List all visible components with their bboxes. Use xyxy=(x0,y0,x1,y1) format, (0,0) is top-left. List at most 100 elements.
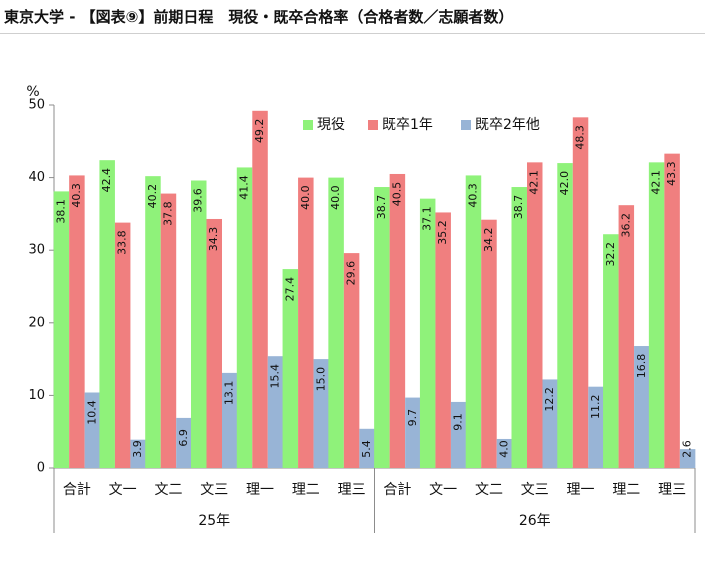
bar xyxy=(145,176,161,468)
bar xyxy=(359,428,375,468)
data-label: 40.3 xyxy=(70,183,83,208)
x-tick-label: 理一 xyxy=(567,482,595,498)
bar xyxy=(236,167,253,468)
data-label: 40.0 xyxy=(329,185,342,210)
data-label: 6.9 xyxy=(177,429,190,447)
x-tick-label: 理二 xyxy=(292,482,320,498)
data-label: 32.2 xyxy=(604,242,617,267)
bar xyxy=(527,162,543,468)
data-label: 9.7 xyxy=(406,409,419,427)
data-label: 4.0 xyxy=(497,440,510,458)
page-title: 東京大学 - 【図表⑨】前期日程 現役・既卒合格率（合格者数／志願者数） xyxy=(4,8,514,26)
bar xyxy=(328,177,344,468)
y-tick-label: 30 xyxy=(28,243,45,258)
bar xyxy=(130,439,146,468)
x-tick-label: 文二 xyxy=(475,482,503,498)
y-tick-label: 0 xyxy=(37,461,45,476)
data-label: 38.7 xyxy=(512,195,525,220)
bar xyxy=(252,110,268,469)
bar xyxy=(481,219,497,468)
bar xyxy=(343,253,360,468)
data-label: 13.1 xyxy=(223,381,236,406)
data-label: 34.3 xyxy=(207,227,220,252)
data-label: 43.3 xyxy=(665,161,678,186)
bar xyxy=(634,346,650,468)
bar xyxy=(496,438,513,468)
bar xyxy=(84,392,101,468)
bar xyxy=(282,269,299,468)
bar xyxy=(53,191,70,469)
legend-label: 現役 xyxy=(317,117,345,133)
data-label: 38.1 xyxy=(54,199,67,224)
bar xyxy=(450,401,467,468)
bar xyxy=(206,218,222,468)
legend-swatch xyxy=(368,120,378,130)
y-axis-label: % xyxy=(26,84,39,100)
bar xyxy=(374,187,390,468)
legend-swatch xyxy=(303,120,313,130)
bar xyxy=(313,359,330,468)
bar xyxy=(222,372,238,468)
x-tick-label: 文一 xyxy=(109,482,137,498)
bar xyxy=(160,193,177,468)
data-label: 9.1 xyxy=(452,413,465,431)
bar xyxy=(664,153,680,468)
data-label: 35.2 xyxy=(436,220,449,245)
bar-chart: 01020304050%38.140.310.4合計42.433.83.9文一4… xyxy=(26,84,696,533)
y-tick-label: 50 xyxy=(28,98,45,113)
data-label: 3.9 xyxy=(131,440,144,458)
x-tick-label: 理一 xyxy=(246,482,274,498)
bar xyxy=(588,386,604,468)
data-label: 11.2 xyxy=(589,394,602,419)
x-tick-label: 合計 xyxy=(383,482,411,498)
data-label: 40.0 xyxy=(299,185,312,210)
data-label: 15.0 xyxy=(314,367,327,392)
x-tick-label: 理三 xyxy=(658,482,686,498)
bar xyxy=(69,175,85,468)
header: 東京大学 - 【図表⑨】前期日程 現役・既卒合格率（合格者数／志願者数） xyxy=(0,0,705,34)
data-label: 16.8 xyxy=(635,354,648,379)
x-tick-label: 合計 xyxy=(63,482,91,498)
data-label: 36.2 xyxy=(619,213,632,238)
x-tick-label: 文三 xyxy=(521,482,549,498)
data-label: 10.4 xyxy=(85,400,98,425)
bar xyxy=(114,222,131,468)
data-label: 49.2 xyxy=(253,119,266,144)
legend-label: 既卒1年 xyxy=(382,117,433,133)
data-label: 29.6 xyxy=(345,261,358,286)
bar xyxy=(405,397,421,468)
data-label: 42.0 xyxy=(558,171,571,196)
group-label: 25年 xyxy=(198,513,230,529)
data-label: 40.2 xyxy=(146,184,159,209)
data-label: 34.2 xyxy=(482,227,495,252)
bar xyxy=(389,173,406,468)
data-label: 37.8 xyxy=(161,201,174,226)
header-divider xyxy=(0,33,705,34)
data-label: 27.4 xyxy=(283,277,296,302)
x-tick-label: 文一 xyxy=(429,482,457,498)
data-label: 12.2 xyxy=(543,387,556,412)
bar xyxy=(679,449,696,468)
bar xyxy=(648,162,665,468)
legend-swatch xyxy=(461,120,471,130)
data-label: 15.4 xyxy=(269,364,282,389)
bar xyxy=(557,163,573,468)
data-label: 33.8 xyxy=(116,230,129,255)
x-tick-label: 文三 xyxy=(200,482,228,498)
data-label: 40.3 xyxy=(466,183,479,208)
data-label: 37.1 xyxy=(421,206,434,231)
bar xyxy=(99,160,115,468)
legend-label: 既卒2年他 xyxy=(475,117,540,133)
bar xyxy=(176,417,192,468)
bar xyxy=(511,187,527,468)
y-tick-label: 40 xyxy=(28,170,45,185)
bar xyxy=(419,198,436,469)
group-label: 26年 xyxy=(519,513,551,529)
bar xyxy=(603,234,619,468)
x-tick-label: 理三 xyxy=(338,482,366,498)
data-label: 42.4 xyxy=(100,168,113,193)
data-label: 42.1 xyxy=(650,170,663,195)
bar xyxy=(572,117,589,468)
bar xyxy=(435,212,451,468)
bar xyxy=(267,356,284,468)
